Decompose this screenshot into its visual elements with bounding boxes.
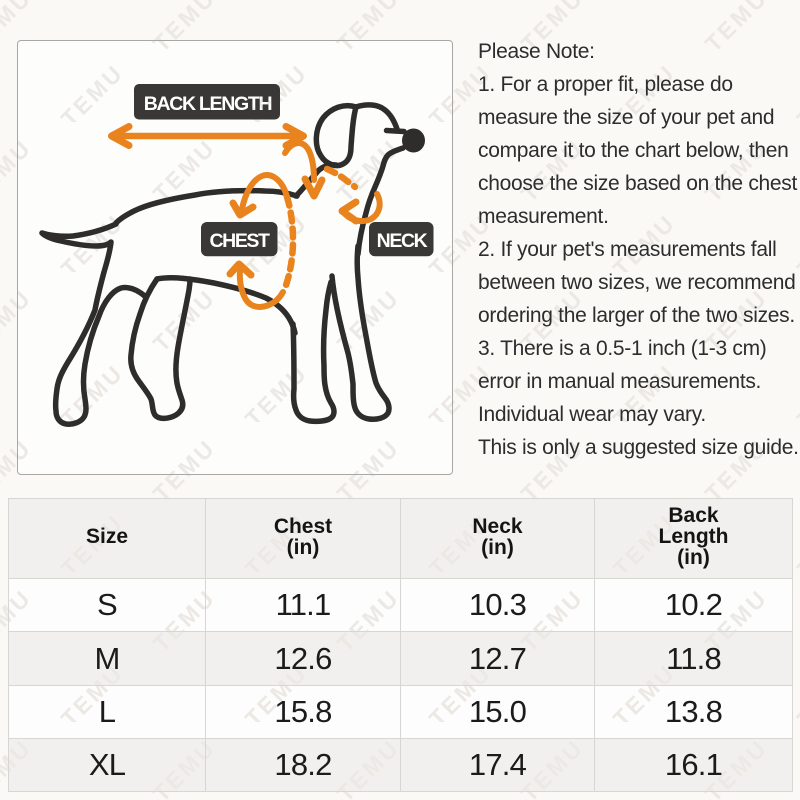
svg-text:BACK LENGTH: BACK LENGTH: [144, 93, 272, 115]
svg-text:NECK: NECK: [377, 230, 428, 252]
svg-text:CHEST: CHEST: [209, 230, 270, 252]
